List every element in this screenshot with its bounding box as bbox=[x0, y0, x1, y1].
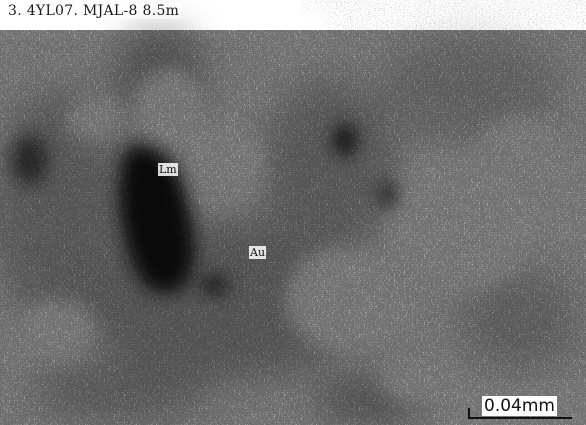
image-caption: 3. 4YL07. MJAL-8 8.5m bbox=[6, 3, 182, 19]
scale-bar-tick bbox=[468, 408, 470, 419]
mineral-label-au: Au bbox=[249, 246, 267, 259]
scale-bar-line bbox=[468, 417, 572, 419]
mineral-label-lm: Lm bbox=[158, 163, 178, 176]
scale-bar: 0.04mm bbox=[464, 396, 576, 420]
scale-bar-label: 0.04mm bbox=[482, 396, 557, 416]
